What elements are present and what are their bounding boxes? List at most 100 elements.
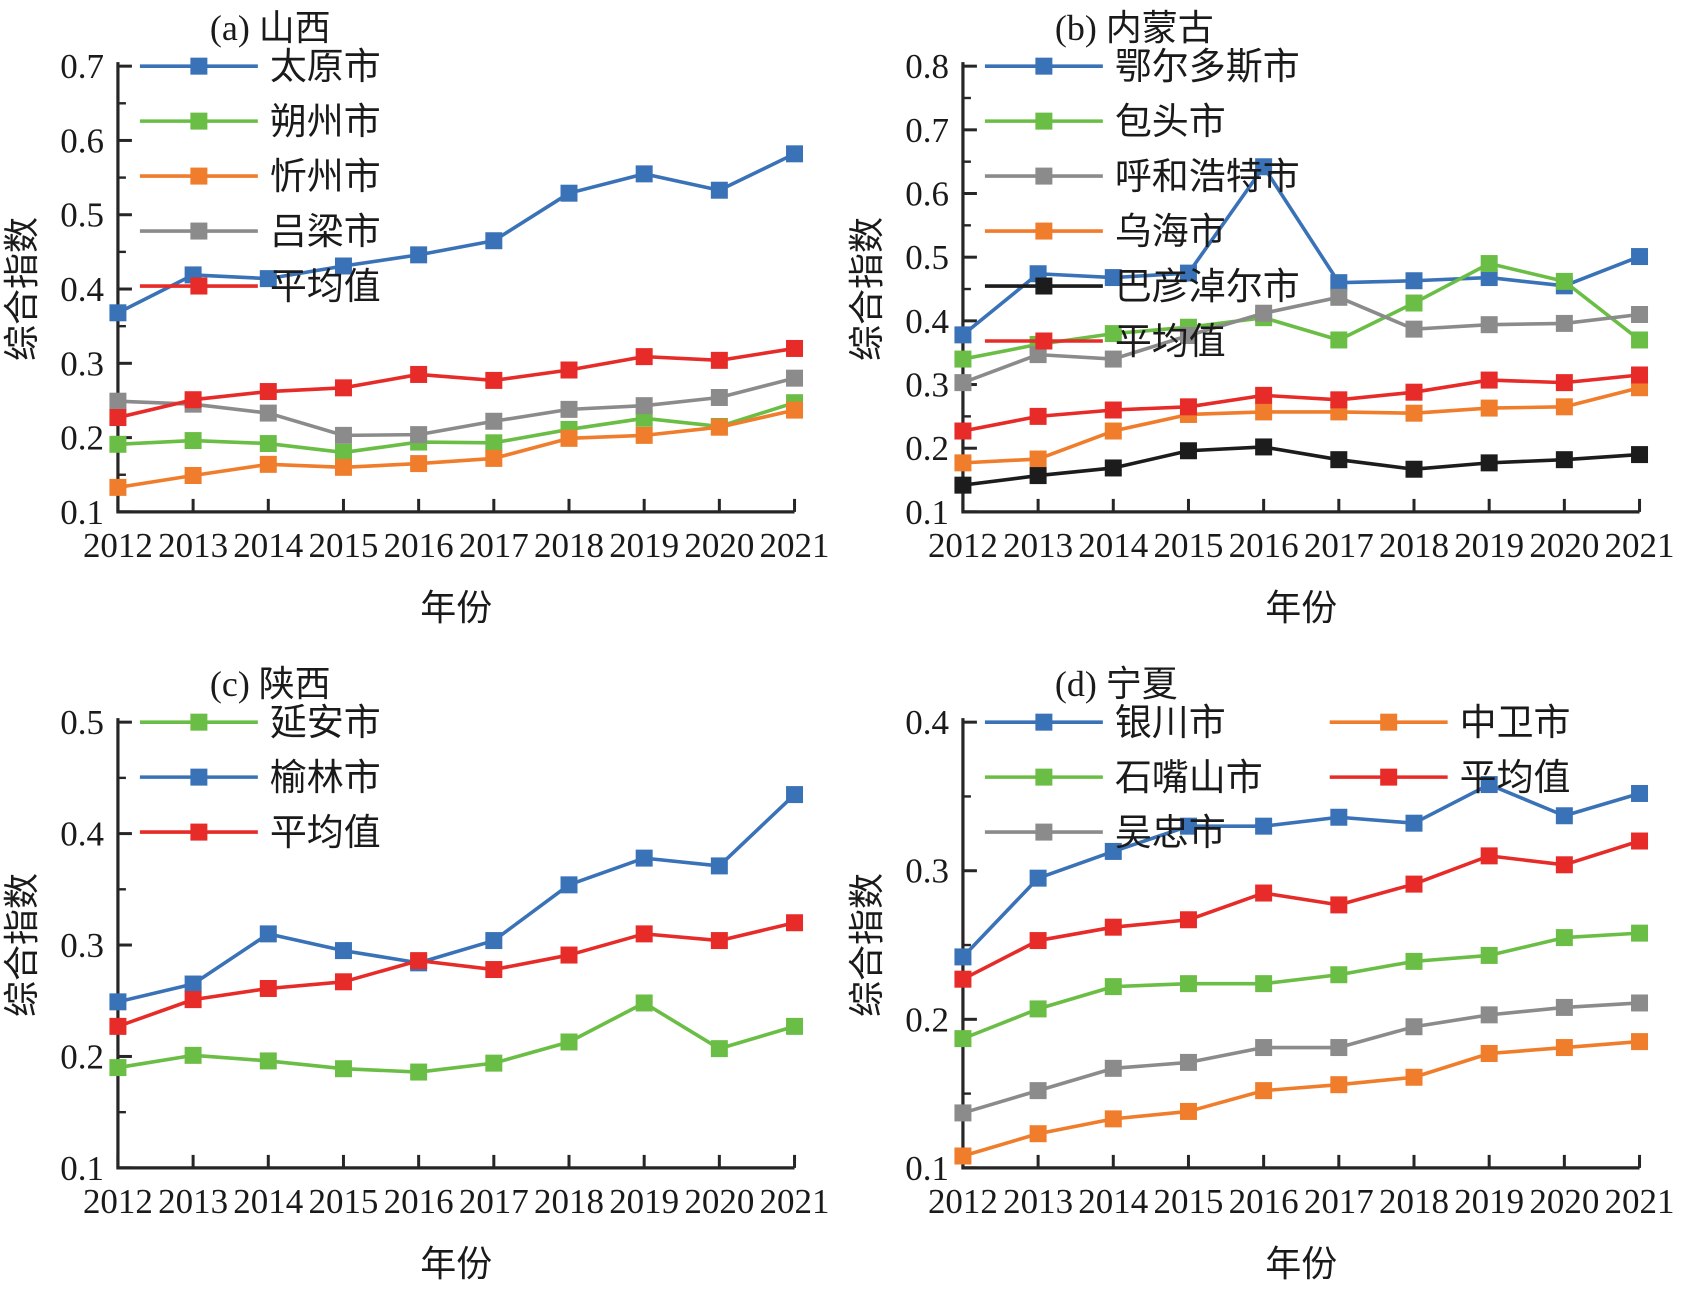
- legend-marker: [1034, 57, 1052, 75]
- legend-item-中卫市: 中卫市: [1329, 702, 1570, 743]
- series-忻州市: [109, 401, 804, 496]
- data-point: [109, 304, 127, 322]
- x-tick-label: 2016: [1228, 1182, 1298, 1221]
- data-point: [184, 991, 202, 1009]
- y-tick-label: 0.2: [60, 1037, 104, 1076]
- data-point: [259, 270, 277, 288]
- data-point: [1029, 407, 1047, 425]
- data-point: [184, 1046, 202, 1064]
- data-point: [259, 455, 277, 473]
- data-point: [635, 397, 653, 415]
- series-line: [960, 373, 1641, 433]
- legend-marker: [1034, 112, 1052, 130]
- data-point: [1405, 272, 1422, 290]
- x-tick-label: 2021: [1604, 526, 1674, 565]
- data-point: [184, 391, 202, 409]
- legend-item-巴彦淖尔市: 巴彦淖尔市: [984, 266, 1299, 307]
- legend-label: 巴彦淖尔市: [1114, 266, 1299, 307]
- data-point: [259, 1052, 277, 1070]
- data-point: [1179, 975, 1197, 993]
- y-tick-label: 0.1: [905, 1149, 949, 1188]
- data-point: [1254, 817, 1272, 835]
- data-point: [334, 458, 352, 476]
- data-point: [1405, 320, 1422, 338]
- series-吴忠市: [953, 994, 1648, 1122]
- series-line: [116, 1001, 797, 1074]
- data-point: [786, 369, 804, 387]
- data-point: [1104, 978, 1122, 996]
- series-乌海市: [953, 379, 1648, 472]
- data-point: [1630, 366, 1648, 384]
- data-point: [1480, 1006, 1498, 1024]
- data-point: [1630, 1033, 1648, 1051]
- x-tick-label: 2014: [1078, 1182, 1148, 1221]
- chart-title: (b) 内蒙古: [1054, 8, 1213, 48]
- data-point: [953, 1030, 971, 1048]
- x-tick-label: 2015: [308, 1182, 378, 1221]
- x-tick-label: 2015: [1153, 1182, 1223, 1221]
- series-line: [116, 792, 797, 1004]
- data-point: [1555, 451, 1573, 469]
- data-point: [635, 994, 653, 1012]
- x-tick-label: 2014: [233, 526, 303, 565]
- legend-label: 榆林市: [270, 757, 381, 798]
- series-line: [960, 782, 1641, 959]
- x-tick-label: 2021: [760, 1182, 830, 1221]
- x-tick-label: 2018: [1379, 1182, 1449, 1221]
- legend-label: 平均值: [1114, 321, 1225, 362]
- legend-label: 延安市: [270, 702, 381, 743]
- series-中卫市: [953, 1033, 1648, 1165]
- legend-marker: [190, 57, 208, 75]
- data-point: [1329, 808, 1347, 826]
- data-point: [1179, 327, 1197, 345]
- data-point: [786, 145, 804, 163]
- series-line: [960, 839, 1641, 981]
- data-point: [1630, 832, 1648, 850]
- legend-item-太原市: 太原市: [139, 46, 381, 87]
- y-tick-label: 0.6: [60, 121, 104, 160]
- series-延安市: [109, 994, 804, 1081]
- legend-marker: [190, 823, 208, 841]
- y-tick-label: 0.5: [905, 238, 949, 277]
- x-tick-label: 2021: [760, 526, 830, 565]
- legend-marker: [190, 713, 208, 731]
- data-point: [1405, 952, 1422, 970]
- series-平均值: [953, 832, 1648, 988]
- data-point: [1254, 304, 1272, 322]
- data-point: [635, 348, 653, 366]
- data-point: [1254, 158, 1272, 176]
- y-axis-label: 综合指数: [2, 873, 42, 1017]
- legend-marker: [190, 112, 208, 130]
- data-point: [485, 434, 503, 452]
- data-point: [1329, 331, 1347, 349]
- data-point: [1104, 918, 1122, 936]
- data-point: [953, 454, 971, 472]
- data-point: [1555, 998, 1573, 1016]
- x-tick-label: 2020: [684, 526, 754, 565]
- data-point: [1029, 869, 1047, 887]
- data-point: [1179, 817, 1197, 835]
- data-point: [1480, 255, 1498, 273]
- x-tick-label: 2019: [609, 1182, 679, 1221]
- data-point: [1555, 807, 1573, 825]
- data-point: [1405, 875, 1422, 893]
- data-point: [334, 1060, 352, 1078]
- y-tick-label: 0.2: [905, 429, 949, 468]
- legend-item-鄂尔多斯市: 鄂尔多斯市: [984, 46, 1299, 87]
- data-point: [1104, 350, 1122, 368]
- panel-d-ningxia: (d) 宁夏 0.1 0.2 0.3 0.4 2012 2013 2014 2015 2016 20…: [845, 656, 1689, 1312]
- x-tick-label: 2013: [158, 526, 228, 565]
- data-point: [1555, 272, 1573, 290]
- legend-label: 太原市: [270, 46, 381, 87]
- data-point: [710, 181, 728, 199]
- data-point: [184, 432, 202, 450]
- y-tick-label: 0.3: [60, 926, 104, 965]
- axes: 0.1 0.2 0.3 0.4 0.5 0.6 0.7 0.8 2012 2013 2014 2015…: [905, 47, 1674, 565]
- data-point: [560, 946, 578, 964]
- data-point: [410, 365, 428, 383]
- y-tick-label: 0.4: [60, 815, 104, 854]
- y-tick-label: 0.1: [60, 493, 104, 532]
- x-tick-label: 2017: [459, 1182, 529, 1221]
